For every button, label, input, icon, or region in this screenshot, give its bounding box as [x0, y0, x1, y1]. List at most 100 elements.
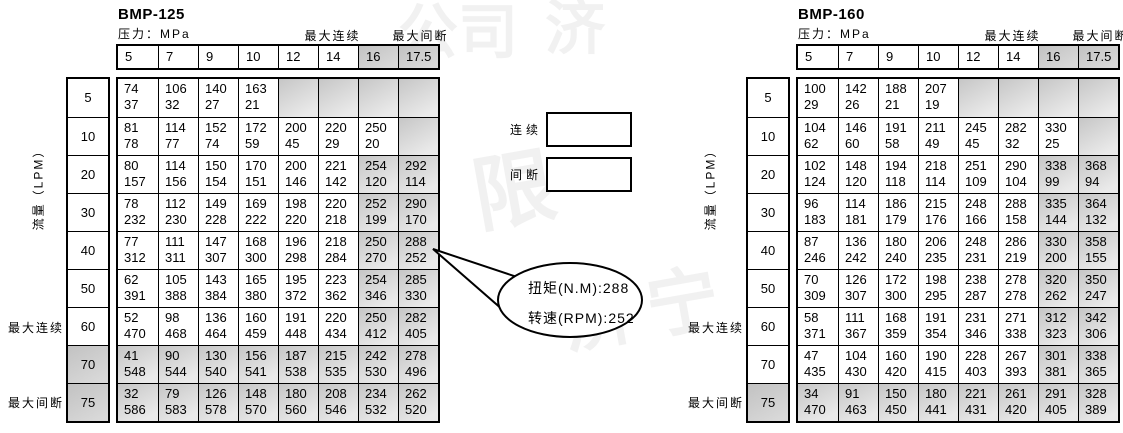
- torque-value: 286: [1005, 234, 1027, 249]
- torque-value: 180: [285, 386, 307, 401]
- speed-value: 434: [325, 326, 347, 341]
- torque-value: 220: [325, 196, 347, 211]
- bmp125-cell-flow40-p10: 168 300: [238, 231, 278, 269]
- bmp125-cell-flow20-p7: 114 156: [158, 155, 198, 193]
- speed-value: 219: [1005, 250, 1027, 265]
- torque-value: 102: [804, 158, 826, 173]
- torque-value: 146: [845, 120, 867, 135]
- bmp160-cell-flow50-p17.5: 350 247: [1078, 269, 1118, 307]
- torque-value: 278: [405, 348, 427, 363]
- bmp125-cell-flow60-p16: 250 412: [358, 307, 398, 345]
- bmp160-cell-flow20-p5: 102 124: [798, 155, 838, 193]
- torque-value: 206: [925, 234, 947, 249]
- max-intermittent-row-label: 最大间断: [7, 396, 64, 410]
- bmp160-cell-flow50-p10: 198 295: [918, 269, 958, 307]
- legend-intermittent-label: 间断: [510, 168, 543, 182]
- torque-value: 358: [1085, 234, 1107, 249]
- torque-value: 180: [885, 234, 907, 249]
- torque-value: 335: [1045, 196, 1067, 211]
- bmp160-pressure-col-10: 10: [918, 46, 958, 68]
- bmp125-cell-flow30-p16: 252 199: [358, 193, 398, 231]
- torque-value: 169: [245, 196, 267, 211]
- bmp125-cell-flow5-p14: [318, 79, 358, 117]
- torque-value: 98: [165, 310, 180, 325]
- torque-value: 261: [1005, 386, 1027, 401]
- legend-intermittent-swatch: [546, 157, 632, 192]
- speed-value: 309: [804, 288, 826, 303]
- bmp125-flow-row-75: 75: [68, 383, 108, 421]
- speed-value: 300: [245, 250, 267, 265]
- bmp160-cell-flow70-p5: 47 435: [798, 345, 838, 383]
- bmp160-cell-flow20-p7: 148 120: [838, 155, 878, 193]
- bmp160-cell-flow10-p14: 282 32: [998, 117, 1038, 155]
- torque-value: 211: [925, 120, 946, 135]
- bmp125-cell-flow60-p9: 136 464: [198, 307, 238, 345]
- bmp160-cell-flow60-p7: 111 367: [838, 307, 878, 345]
- bmp160-cell-flow60-p17.5: 342 306: [1078, 307, 1118, 345]
- torque-value: 368: [1085, 158, 1107, 173]
- bmp160-cell-flow5-p7: 142 26: [838, 79, 878, 117]
- bmp160-cell-flow75-p12: 221 431: [958, 383, 998, 421]
- speed-value: 59: [245, 136, 260, 151]
- speed-value: 412: [365, 326, 387, 341]
- speed-value: 27: [205, 97, 220, 112]
- torque-value: 112: [165, 196, 186, 211]
- speed-value: 388: [165, 288, 187, 303]
- torque-value: 79: [165, 386, 180, 401]
- bmp125-cell-flow10-p16: 250 20: [358, 117, 398, 155]
- speed-value: 45: [965, 136, 980, 151]
- speed-value: 464: [205, 326, 227, 341]
- torque-value: 47: [804, 348, 819, 363]
- torque-value: 271: [1005, 310, 1027, 325]
- bmp125-cell-flow70-p5: 41 548: [118, 345, 158, 383]
- flow-header-col: 5 10 20 30 40 50 60 70 75: [746, 77, 790, 423]
- speed-value: 420: [885, 364, 907, 379]
- torque-value: 278: [1005, 272, 1027, 287]
- torque-value: 223: [325, 272, 347, 287]
- bmp160-cell-flow75-p7: 91 463: [838, 383, 878, 421]
- speed-value: 58: [885, 136, 900, 151]
- speed-value: 306: [1085, 326, 1107, 341]
- speed-value: 240: [885, 250, 907, 265]
- torque-value: 312: [1045, 310, 1067, 325]
- torque-value: 130: [205, 348, 227, 363]
- bmp160-cell-flow30-p17.5: 364 132: [1078, 193, 1118, 231]
- torque-value: 78: [124, 196, 139, 211]
- torque-value: 111: [165, 234, 185, 249]
- bmp160-cell-flow20-p9: 194 118: [878, 155, 918, 193]
- bmp125-cell-flow70-p16: 242 530: [358, 345, 398, 383]
- bmp160-cell-flow60-p10: 191 354: [918, 307, 958, 345]
- torque-value: 74: [124, 81, 139, 96]
- bmp160-cell-flow10-p12: 245 45: [958, 117, 998, 155]
- data-grid: 100 29 142 26 188 21 207 19 104 62 146 60 191 58 211 49…: [796, 77, 1120, 423]
- torque-value: 228: [965, 348, 987, 363]
- torque-value: 136: [845, 234, 867, 249]
- torque-value: 288: [1005, 196, 1027, 211]
- bmp160-cell-flow60-p16: 312 323: [1038, 307, 1078, 345]
- bmp125-pressure-col-5: 5: [125, 49, 133, 64]
- torque-value: 105: [165, 272, 187, 287]
- bmp125-cell-flow50-p17.5: 285 330: [398, 269, 438, 307]
- torque-value: 104: [845, 348, 867, 363]
- bmp160-cell-flow50-p16: 320 262: [1038, 269, 1078, 307]
- torque-value: 250: [365, 234, 387, 249]
- bmp125-cell-flow75-p16: 234 532: [358, 383, 398, 421]
- speed-value: 330: [405, 288, 427, 303]
- torque-value: 126: [205, 386, 227, 401]
- bmp125-cell-flow20-p9: 150 154: [198, 155, 238, 193]
- callout-bubble: [497, 262, 643, 338]
- speed-value: 346: [365, 288, 387, 303]
- torque-value: 170: [245, 158, 267, 173]
- speed-value: 124: [804, 174, 826, 189]
- bmp160-cell-flow20-p14: 290 104: [998, 155, 1038, 193]
- speed-value: 151: [245, 174, 267, 189]
- torque-value: 200: [285, 158, 307, 173]
- speed-value: 300: [885, 288, 907, 303]
- max-continuous-header-label: 最大连续: [984, 29, 1041, 43]
- torque-value: 285: [405, 272, 427, 287]
- speed-value: 278: [1005, 288, 1027, 303]
- bmp125-cell-flow50-p16: 254 346: [358, 269, 398, 307]
- speed-value: 176: [925, 212, 947, 227]
- bmp160-cell-flow40-p14: 286 219: [998, 231, 1038, 269]
- bmp160-cell-flow30-p7: 114 181: [838, 193, 878, 231]
